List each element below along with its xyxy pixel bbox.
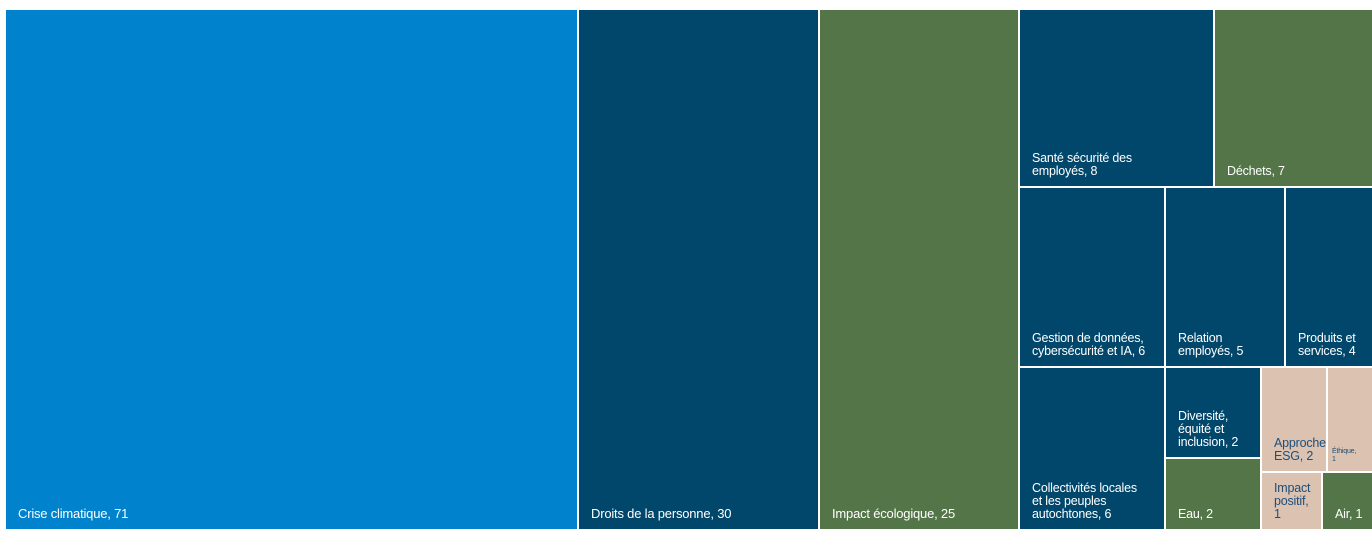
tile-label-crise-climatique: Crise climatique, 71 [18,506,129,522]
tile-label-produits-et-services: Produits et services, 4 [1298,330,1356,358]
tile-label-eau: Eau, 2 [1178,506,1213,521]
tile-produits-et-services: Produits et services, 4 [1286,188,1372,366]
tile-label-ethique: Éthique, 1 [1332,448,1357,463]
tile-label-diversite-equite-et-inclusion: Diversité, équité et inclusion, 2 [1178,408,1239,449]
tile-dechets: Déchets, 7 [1215,10,1372,186]
tile-diversite-equite-et-inclusion: Diversité, équité et inclusion, 2 [1166,368,1260,457]
tile-eau: Eau, 2 [1166,459,1260,529]
tile-crise-climatique: Crise climatique, 71 [6,10,577,529]
tile-label-relation-employes: Relation employés, 5 [1178,330,1244,358]
tile-approche-esg: Approche ESG, 2 [1262,368,1326,471]
tile-collectivites-locales-et-les-peuples-autochtones: Collectivités locales et les peuples aut… [1020,368,1164,529]
tile-sante-securite-des-employes: Santé sécurité des employés, 8 [1020,10,1213,186]
tile-label-collectivites-locales-et-les-peuples-autochtones: Collectivités locales et les peuples aut… [1032,480,1137,521]
tile-label-approche-esg: Approche ESG, 2 [1274,435,1326,463]
tile-label-air: Air, 1 [1335,506,1363,521]
tile-label-sante-securite-des-employes: Santé sécurité des employés, 8 [1032,150,1132,178]
tile-label-gestion-de-donnees-cybersecurite-et-ia: Gestion de données, cybersécurité et IA,… [1032,330,1146,358]
tile-relation-employes: Relation employés, 5 [1166,188,1284,366]
tile-droits-de-la-personne: Droits de la personne, 30 [579,10,818,529]
tile-label-impact-positif: Impact positif, 1 [1274,480,1311,521]
tile-impact-ecologique: Impact écologique, 25 [820,10,1018,529]
tile-ethique: Éthique, 1 [1328,368,1372,471]
tile-label-droits-de-la-personne: Droits de la personne, 30 [591,506,732,522]
tile-air: Air, 1 [1323,473,1372,529]
tile-gestion-de-donnees-cybersecurite-et-ia: Gestion de données, cybersécurité et IA,… [1020,188,1164,366]
tile-label-dechets: Déchets, 7 [1227,163,1285,178]
tile-label-impact-ecologique: Impact écologique, 25 [832,506,955,522]
tile-impact-positif: Impact positif, 1 [1262,473,1321,529]
